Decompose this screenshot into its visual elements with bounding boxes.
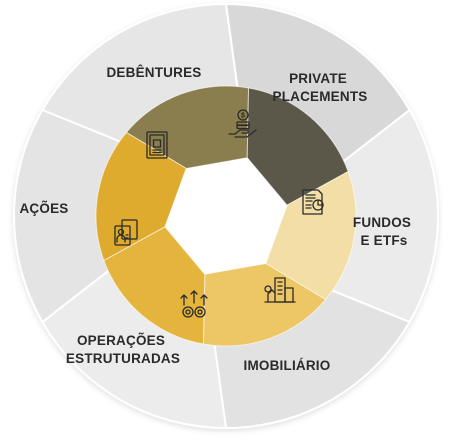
label-debentures: DEBÊNTURES xyxy=(106,65,201,80)
label-fundos-etfs: FUNDOS E ETFs xyxy=(353,215,415,248)
gears-arrows-icon xyxy=(180,290,208,318)
center-hexagon xyxy=(164,157,288,275)
label-fundos-etfs-line-1: FUNDOS xyxy=(353,215,411,230)
label-acoes: AÇÕES xyxy=(19,201,68,216)
label-operacoes-estruturadas-line-2: ESTRUTURADAS xyxy=(66,351,180,366)
ring-segment-imobiliario xyxy=(202,262,327,347)
labels-group: DEBÊNTURES PRIVATE PLACEMENTS FUNDOS E E… xyxy=(19,65,415,373)
ring-segment-acoes xyxy=(95,131,187,262)
money-hand-icon: $ xyxy=(228,109,257,138)
certificate-icon xyxy=(146,131,168,159)
label-operacoes-estruturadas: OPERAÇÕES ESTRUTURADAS xyxy=(66,333,180,366)
label-private-placements-line-2: PLACEMENTS xyxy=(272,89,367,104)
label-fundos-etfs-line-2: E ETFs xyxy=(361,233,408,248)
ring-segment-operacoes-estruturadas xyxy=(103,226,206,345)
label-operacoes-estruturadas-line-1: OPERAÇÕES xyxy=(77,333,165,348)
label-acoes-line-1: AÇÕES xyxy=(19,201,68,216)
ring-segment-private-placements xyxy=(246,87,349,206)
label-imobiliario-line-1: IMOBILIÁRIO xyxy=(244,358,331,373)
ring-segment-fundos-etfs xyxy=(265,170,357,301)
label-imobiliario: IMOBILIÁRIO xyxy=(244,358,331,373)
label-private-placements-line-1: PRIVATE xyxy=(289,71,347,86)
icons-group: $ xyxy=(114,109,324,318)
report-chart-icon xyxy=(302,189,324,215)
wheel-inner-ring-group xyxy=(95,85,357,347)
svg-text:$: $ xyxy=(241,113,245,120)
documents-icon xyxy=(114,219,138,246)
ring-segment-debentures xyxy=(125,85,250,170)
label-debentures-line-1: DEBÊNTURES xyxy=(106,65,201,80)
label-private-placements: PRIVATE PLACEMENTS xyxy=(272,71,367,104)
buildings-icon xyxy=(264,277,296,303)
